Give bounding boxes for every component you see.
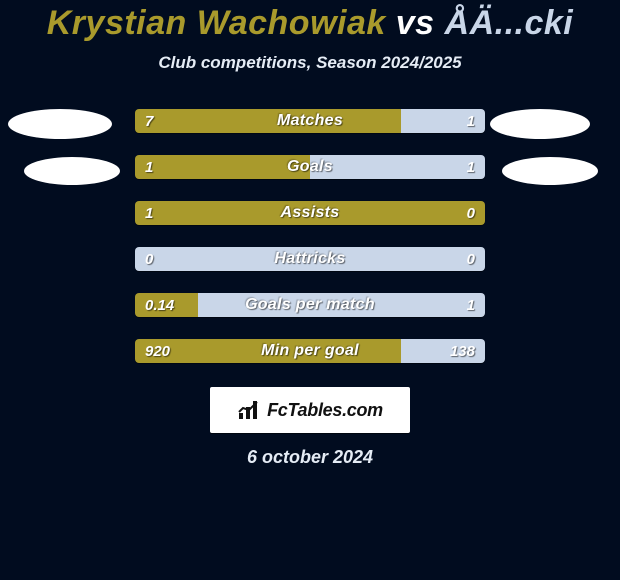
avatar-left_small xyxy=(24,157,120,185)
player2-name: ÅÄ...cki xyxy=(445,4,574,42)
stat-bar-right xyxy=(135,247,485,271)
stat-bar-right xyxy=(401,339,485,363)
comparison-title: Krystian Wachowiak vs ÅÄ...cki xyxy=(0,0,620,43)
stat-bar-left xyxy=(135,201,485,225)
date-text: 6 october 2024 xyxy=(0,447,620,468)
stat-bar-right xyxy=(198,293,485,317)
stat-row: 920138Min per goal xyxy=(135,339,485,363)
brand-box: FcTables.com xyxy=(210,387,410,433)
stat-bar-right xyxy=(310,155,485,179)
stat-bar-left xyxy=(135,339,401,363)
stat-bars: 71Matches 11Goals 10Assists 00Hattricks 0.14… xyxy=(135,109,485,363)
player1-name: Krystian Wachowiak xyxy=(47,4,386,42)
stat-bar-left xyxy=(135,109,401,133)
brand-text: FcTables.com xyxy=(267,400,383,421)
stat-row: 00Hattricks xyxy=(135,247,485,271)
avatar-left_big xyxy=(8,109,112,139)
stat-row: 10Assists xyxy=(135,201,485,225)
bars-logo-icon xyxy=(237,399,261,421)
subtitle: Club competitions, Season 2024/2025 xyxy=(0,53,620,73)
stat-bar-left xyxy=(135,293,198,317)
stat-row: 11Goals xyxy=(135,155,485,179)
vs-text: vs xyxy=(396,4,435,42)
stat-bar-left xyxy=(135,155,310,179)
avatar-right_big xyxy=(490,109,590,139)
avatar-right_small xyxy=(502,157,598,185)
stat-bar-right xyxy=(401,109,485,133)
comparison-stage: 71Matches 11Goals 10Assists 00Hattricks 0.14… xyxy=(0,109,620,468)
stat-row: 0.141Goals per match xyxy=(135,293,485,317)
stat-row: 71Matches xyxy=(135,109,485,133)
